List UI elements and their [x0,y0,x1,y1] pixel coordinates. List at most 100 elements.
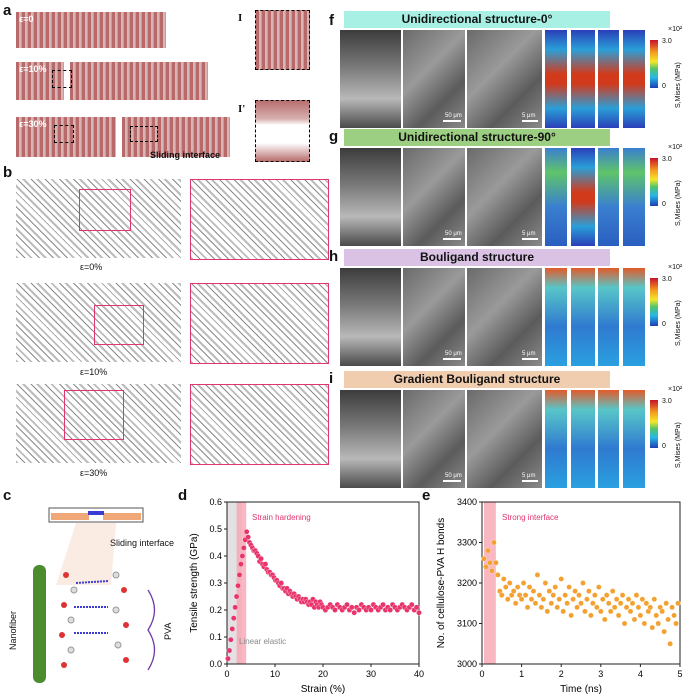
sliding-interface-label: Sliding interface [150,150,221,160]
fea-g-2 [571,148,595,246]
fea-h-2 [571,268,595,366]
data-point [387,607,393,613]
strain-label-b10: ε=10% [80,367,108,377]
data-point [623,604,630,611]
data-point [602,616,608,623]
data-point [504,596,511,602]
zoom-view-i-prime [255,100,310,162]
data-point [506,580,513,586]
data-point [592,592,598,598]
md-snapshot-strain-0 [16,12,166,48]
data-point [600,596,606,602]
data-point [584,596,590,602]
fea-i-2 [571,390,595,488]
data-point [503,584,509,590]
nanofiber-label: Nanofiber [8,610,18,650]
panel-label-i: i [329,370,334,387]
colorbar-max: 3.0 [662,156,672,163]
data-point [536,592,543,598]
title-i: Gradient Bouligand structure [344,371,610,388]
zoom-box-i-prime [54,125,74,143]
data-point [238,561,244,567]
chart-hbonds: 0 1 2 3 4 5 3000 3100 3200 3300 3400 Time (ns) No. o… [436,497,683,695]
zoom-box-interface [130,126,158,142]
md-network-strain-0 [16,179,181,258]
fea-g-1 [545,148,567,246]
x-tick-label: 30 [366,669,376,679]
x-tick-label: 0 [479,669,484,679]
sem-f-high: 5 μm [467,30,542,128]
data-point [356,607,362,613]
data-point [245,534,251,540]
data-point [611,604,618,611]
data-point [661,628,667,635]
data-point [570,596,576,602]
fea-g-4 [623,148,645,246]
data-point [653,612,659,619]
y-tick-label: 0.1 [209,632,222,642]
data-point [647,604,654,611]
data-point [540,596,547,602]
data-point [344,601,350,608]
data-point [520,580,527,586]
sem-i-low: 50 μm [403,390,465,488]
data-point [501,576,507,582]
fea-i-1 [545,390,567,488]
data-point [625,596,632,602]
data-point [594,604,600,611]
strain-label-10: ε=10% [19,64,47,74]
colorbar-max: 3.0 [662,398,672,405]
y-tick-label: 0.4 [209,551,222,561]
y-tick-label: 3400 [457,497,477,507]
data-point [669,604,675,611]
data-point [627,608,634,615]
panel-label-e: e [422,487,431,504]
data-point [560,608,566,615]
colorbar-exponent: ×10² [668,144,683,151]
data-point [493,560,499,566]
x-tick-label: 5 [677,669,682,679]
zoom-view-i [255,10,310,70]
y-tick-label: 3100 [457,619,477,629]
data-point [380,601,386,608]
y-tick-label: 3200 [457,578,477,588]
colorbar-min: 0 [662,443,666,450]
data-point [225,655,231,662]
y-tick-label: 0.2 [209,605,222,615]
title-h: Bouligand structure [344,249,610,266]
sem-g-low: 50 μm [403,148,465,246]
data-point [552,584,559,590]
colorbar-exponent: ×10² [668,26,683,33]
scale-50: 50 μm [445,231,462,237]
data-point [564,600,570,607]
fea-f-2 [571,30,595,128]
md-network-strain-10 [16,283,181,362]
panel-label-h: h [329,248,339,265]
data-point [554,604,560,611]
md-snapshot-strain-30-left [16,117,116,157]
data-point [586,588,592,594]
data-point [609,588,616,594]
data-point [416,609,422,616]
annotation: Strong interface [502,513,559,522]
panel-label-c: c [3,487,12,504]
data-point [233,593,240,600]
md-network-zoom-strain-10 [190,283,329,364]
x-tick-label: 10 [270,669,280,679]
interface-schematic [33,507,156,683]
colorbar-label: S,Mises (MPa) [675,62,682,108]
data-point [546,588,553,594]
data-point [542,580,549,586]
data-point [483,564,489,570]
photo-g [340,148,401,246]
highlight-box [79,189,131,231]
colorbar-label: S,Mises (MPa) [675,300,682,346]
y-tick-label: 0.3 [209,578,222,588]
data-point [633,592,640,598]
zoom-box-i [52,70,72,88]
y-tick-label: 0.0 [209,659,222,669]
sem-h-high: 5 μm [467,268,542,366]
chart-tensile-strength: 0 10 20 30 40 0.0 0.1 0.2 0.3 0.4 0.5 0.6 Strain (%)… [189,497,424,695]
sem-f-low: 50 μm [403,30,465,128]
data-point [558,576,564,582]
